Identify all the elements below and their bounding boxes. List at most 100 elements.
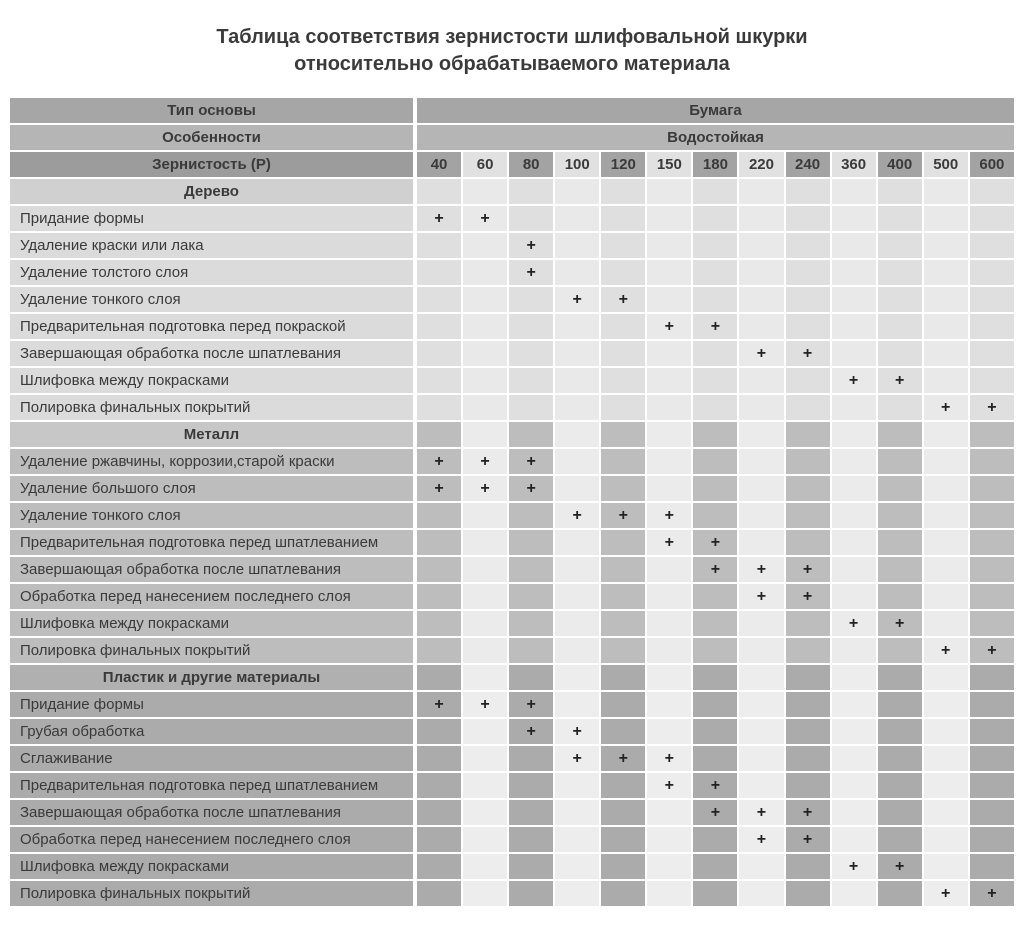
grit-cell (693, 368, 738, 393)
grit-cell (831, 206, 876, 231)
grit-cell (831, 557, 876, 582)
grit-cell (509, 827, 554, 852)
section-filler-cell (831, 422, 876, 447)
grit-label-cell: Зернистость (P) (10, 152, 415, 177)
grit-cell (969, 476, 1014, 501)
section-name-cell: Дерево (10, 179, 415, 204)
grit-cell (509, 584, 554, 609)
grit-cell (739, 638, 784, 663)
grit-cell (739, 854, 784, 879)
grit-cell (831, 476, 876, 501)
grit-cell (417, 368, 462, 393)
section-filler-cell (693, 422, 738, 447)
grit-cell (601, 476, 646, 501)
section-filler-cell (739, 422, 784, 447)
table-row: Шлифовка между покрасками + + (10, 854, 1014, 879)
grit-cell (601, 611, 646, 636)
grit-cell (969, 503, 1014, 528)
grit-cell (877, 476, 922, 501)
grit-cell (739, 260, 784, 285)
grit-cell (693, 584, 738, 609)
table-row: Завершающая обработка после шпатлевания +… (10, 800, 1014, 825)
grit-cell (647, 611, 692, 636)
section-filler-cell (923, 179, 968, 204)
grit-cell (831, 719, 876, 744)
mark-cell: + (647, 773, 692, 798)
section-filler-cell (877, 665, 922, 690)
grit-cell (463, 530, 508, 555)
grit-cell (969, 341, 1014, 366)
grit-cell (555, 827, 600, 852)
section-filler-cell (417, 665, 462, 690)
section-filler-cell (785, 422, 830, 447)
grit-cell (463, 314, 508, 339)
table-row: Удаление ржавчины, коррозии,старой краск… (10, 449, 1014, 474)
grit-cell (647, 584, 692, 609)
table-row: Удаление толстого слоя + (10, 260, 1014, 285)
grit-cell (463, 260, 508, 285)
section-filler-cell (877, 179, 922, 204)
section-filler-cell (647, 422, 692, 447)
header-row-features: Особенности Водостойкая (10, 125, 1014, 150)
mark-cell: + (463, 206, 508, 231)
grit-cell (831, 881, 876, 906)
grit-cell (509, 746, 554, 771)
mark-cell: + (785, 800, 830, 825)
grit-cell (923, 800, 968, 825)
grit-cell (647, 233, 692, 258)
grit-cell (417, 584, 462, 609)
grit-cell (877, 395, 922, 420)
grit-cell (509, 503, 554, 528)
grit-cell (693, 287, 738, 312)
grit-cell (969, 314, 1014, 339)
grit-cell (693, 692, 738, 717)
grit-cell (555, 638, 600, 663)
grit-cell (417, 530, 462, 555)
grit-cell (739, 881, 784, 906)
grit-cell (785, 746, 830, 771)
section-header-row: Пластик и другие материалы (10, 665, 1014, 690)
grit-cell (463, 773, 508, 798)
section-name-cell: Металл (10, 422, 415, 447)
grit-cell (555, 584, 600, 609)
grit-cell (463, 719, 508, 744)
grit-cell (923, 260, 968, 285)
table-row: Придание формы + + (10, 206, 1014, 231)
grit-cell (647, 827, 692, 852)
grit-cell (601, 773, 646, 798)
header-row-grit: Зернистость (P) 40 60 80 100 120 150 180 220 240 3… (10, 152, 1014, 177)
grit-cell (647, 206, 692, 231)
grit-cell (739, 773, 784, 798)
row-label-cell: Предварительная подготовка перед шпатлев… (10, 773, 415, 798)
grit-cell (877, 719, 922, 744)
section-filler-cell (463, 422, 508, 447)
table-row: Полировка финальных покрытий + + (10, 638, 1014, 663)
grit-cell (509, 881, 554, 906)
grit-cell (463, 611, 508, 636)
grit-cell (693, 476, 738, 501)
grit-cell (647, 557, 692, 582)
row-label-cell: Завершающая обработка после шпатлевания (10, 341, 415, 366)
grit-cell (647, 854, 692, 879)
section-filler-cell (555, 422, 600, 447)
grit-cell (601, 692, 646, 717)
section-filler-cell (923, 665, 968, 690)
table-row: Грубая обработка + + (10, 719, 1014, 744)
table-row: Шлифовка между покрасками + + (10, 611, 1014, 636)
grit-cell (785, 530, 830, 555)
mark-cell: + (417, 449, 462, 474)
grit-cell (647, 638, 692, 663)
grit-value-cell: 60 (463, 152, 508, 177)
row-label-cell: Шлифовка между покрасками (10, 854, 415, 879)
mark-cell: + (831, 368, 876, 393)
grit-cell (417, 611, 462, 636)
grit-cell (601, 530, 646, 555)
grit-cell (877, 449, 922, 474)
grit-cell (693, 449, 738, 474)
mark-cell: + (509, 260, 554, 285)
grit-cell (417, 557, 462, 582)
grit-cell (877, 557, 922, 582)
grit-cell (877, 341, 922, 366)
section-filler-cell (693, 665, 738, 690)
mark-cell: + (509, 449, 554, 474)
